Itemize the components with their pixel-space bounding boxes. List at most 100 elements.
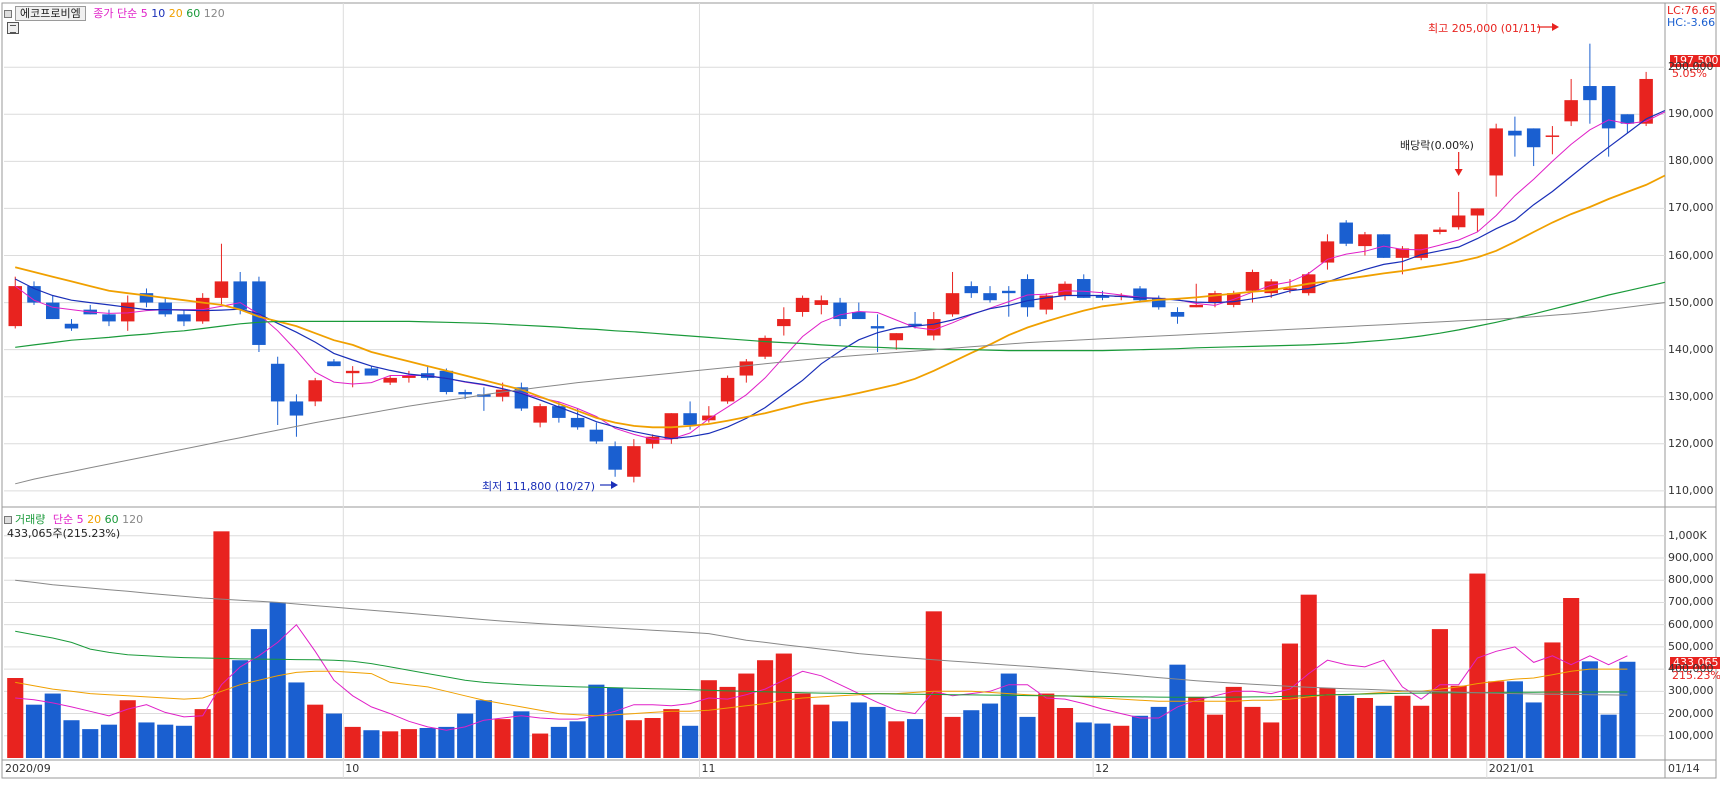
volume-y-tick: 900,000 [1668, 551, 1714, 564]
candle-body [270, 363, 285, 402]
panel-toggle-icon[interactable] [4, 10, 12, 18]
candle-body [345, 370, 360, 374]
price-ma60-line [15, 281, 1666, 352]
volume-bar [344, 726, 361, 758]
candle-body [795, 297, 810, 312]
candle-body [1564, 100, 1578, 122]
vol-legend-ma120[interactable]: 120 [122, 513, 144, 526]
candle-body [214, 281, 229, 298]
candle-body [308, 380, 322, 402]
volume-bar [1581, 661, 1598, 758]
candle-body [1058, 283, 1072, 296]
volume-bar [532, 733, 549, 758]
volume-bar [1488, 681, 1505, 758]
price-y-tick: 170,000 [1668, 201, 1714, 215]
candle-body [1395, 248, 1410, 258]
candle-body [1245, 271, 1260, 291]
volume-panel-toggle-icon[interactable] [4, 516, 12, 524]
price-y-tick: 150,000 [1668, 295, 1714, 309]
volume-bar [1394, 695, 1411, 758]
high-annotation: 최고 205,000 (01/11) [1428, 22, 1542, 35]
candle-body [852, 311, 866, 320]
vol-legend-ma60[interactable]: 60 [104, 513, 119, 526]
volume-y-tick: 200,000 [1668, 706, 1714, 720]
price-y-tick: 110,000 [1668, 483, 1714, 497]
candle-body [645, 436, 660, 444]
vol-legend-ma20[interactable]: 20 [87, 513, 102, 526]
volume-bar [719, 686, 736, 758]
candle-body [139, 293, 154, 303]
x-tick-2: 11 [701, 762, 716, 775]
volume-bar [1431, 629, 1448, 758]
candle-body [964, 286, 979, 294]
candle-body [1414, 234, 1428, 258]
price-y-tick: 160,000 [1668, 248, 1714, 262]
last-volume-tag: 433,065 [1670, 657, 1720, 669]
candle-body [1170, 311, 1185, 317]
candle-body [1208, 293, 1222, 303]
price-y-tick: 140,000 [1668, 342, 1714, 356]
candle-body [1601, 86, 1616, 129]
volume-bar [1300, 594, 1317, 758]
volume-bar [869, 706, 886, 758]
candle-body [1545, 135, 1560, 137]
legend-ma120[interactable]: 120 [203, 7, 225, 20]
volume-bar [1375, 705, 1392, 758]
volume-ma5-line [15, 623, 1628, 731]
volume-bar [1131, 715, 1149, 758]
candle-body [402, 375, 416, 378]
volume-bar [981, 703, 999, 758]
price-y-tick: 180,000 [1668, 154, 1714, 168]
volume-bar [250, 629, 268, 758]
stock-name[interactable]: 에코프로비엠 [15, 6, 86, 21]
x-tick-5: 01/14 [1668, 762, 1700, 775]
legend-ma10[interactable]: 10 [151, 7, 166, 20]
volume-bar [475, 700, 492, 758]
price-y-tick: 190,000 [1668, 107, 1714, 121]
volume-bar [100, 724, 118, 758]
volume-bar [288, 682, 305, 758]
volume-bar [1225, 686, 1242, 758]
volume-bar [1188, 696, 1205, 758]
volume-bar [1113, 725, 1130, 758]
candle-body [477, 394, 491, 397]
candle-body [1620, 114, 1635, 124]
candle-body [702, 415, 716, 421]
candle-body [45, 302, 60, 320]
candle-body [1264, 281, 1278, 294]
legend-ma5[interactable]: 5 [140, 7, 148, 20]
legend-ma20[interactable]: 20 [168, 7, 183, 20]
candle-body [1489, 128, 1503, 176]
candle-body [608, 446, 622, 470]
volume-bar [682, 725, 699, 758]
volume-bar [644, 718, 661, 758]
candle-body [814, 300, 829, 305]
volume-bar [794, 693, 811, 758]
volume-bar [1038, 693, 1055, 758]
low-annotation: 최저 111,800 (10/27) [482, 480, 596, 493]
candle-body [889, 333, 904, 341]
volume-bar [1169, 664, 1186, 758]
candle-body [233, 281, 247, 310]
vol-legend-ma5[interactable]: 5 [76, 513, 84, 526]
x-tick-1: 10 [345, 762, 360, 775]
volume-bar [1506, 681, 1523, 758]
volume-legend-prefix: 단순 [52, 513, 74, 526]
volume-y-tick: 300,000 [1668, 684, 1714, 698]
candle-body [908, 323, 922, 327]
price-legend-prefix: 종가 단순 [93, 7, 138, 20]
candle-body [552, 406, 566, 418]
volume-bar [82, 729, 99, 758]
legend-ma60[interactable]: 60 [186, 7, 201, 20]
volume-bar [1469, 573, 1486, 758]
table-toggle-icon[interactable] [7, 22, 19, 34]
volume-ma60-line [15, 630, 1628, 698]
candle-body [1039, 295, 1054, 310]
candle-body [777, 319, 791, 327]
x-tick-0: 2020/09 [5, 762, 51, 775]
dividend-arrow-head [1454, 169, 1463, 176]
volume-bar [1150, 706, 1167, 758]
candle-body [720, 377, 735, 402]
